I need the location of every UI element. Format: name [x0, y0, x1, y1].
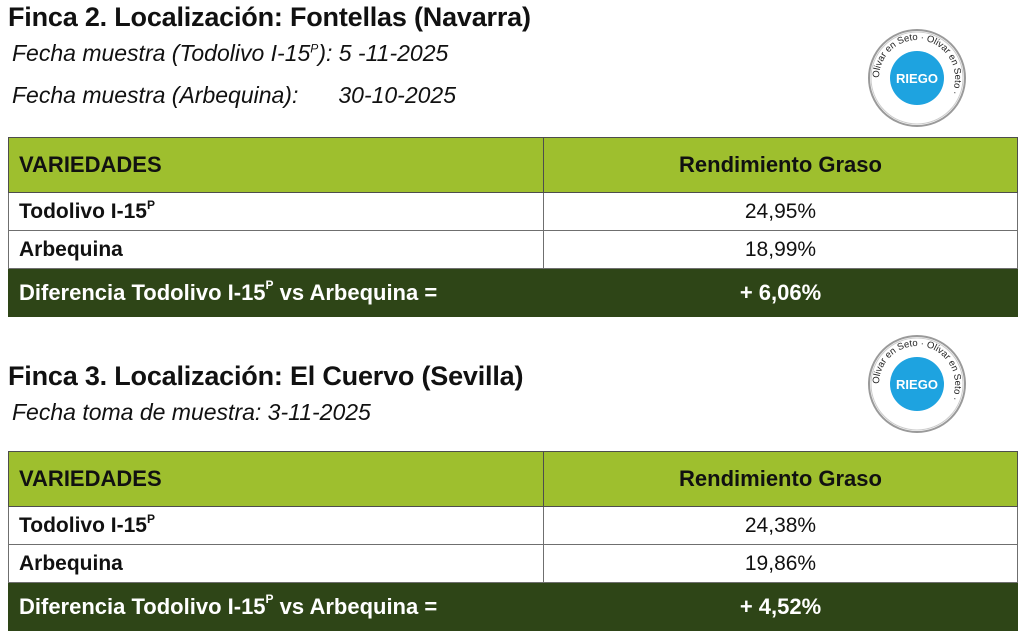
svg-text:RIEGO: RIEGO: [896, 71, 938, 86]
superscript-p: P: [310, 41, 319, 56]
variety-value: 18,99%: [543, 230, 1018, 269]
difference-value: + 4,52%: [543, 582, 1018, 631]
variety-name: Arbequina: [8, 230, 544, 269]
finca3-table: VARIEDADES Rendimiento Graso Todolivo I-…: [8, 451, 1018, 631]
finca2-title: Finca 2. Localización: Fontellas (Navarr…: [8, 2, 531, 32]
difference-value: + 6,06%: [543, 268, 1018, 317]
variety-name: Todolivo I-15P: [8, 192, 544, 231]
table-row: Todolivo I-15P 24,95%: [8, 192, 1018, 231]
finca3-title: Finca 3. Localización: El Cuervo (Sevill…: [8, 361, 524, 391]
finca3-fecha: Fecha toma de muestra: 3-11-2025: [12, 399, 371, 425]
fecha-value: ): 5 -11-2025: [318, 40, 449, 66]
table-row: Arbequina 19,86%: [8, 544, 1018, 583]
difference-label: Diferencia Todolivo I-15P vs Arbequina =: [8, 268, 544, 317]
header-variedades: VARIEDADES: [8, 137, 544, 193]
fecha-label: Fecha muestra (Todolivo I-15: [12, 40, 311, 66]
svg-text:RIEGO: RIEGO: [896, 377, 938, 392]
header-rendimiento: Rendimiento Graso: [543, 137, 1018, 193]
table-row: Todolivo I-15P 24,38%: [8, 506, 1018, 545]
variety-value: 24,95%: [543, 192, 1018, 231]
finca2-table: VARIEDADES Rendimiento Graso Todolivo I-…: [8, 137, 1018, 317]
table-row: Arbequina 18,99%: [8, 230, 1018, 269]
header-rendimiento: Rendimiento Graso: [543, 451, 1018, 507]
variety-value: 19,86%: [543, 544, 1018, 583]
difference-row: Diferencia Todolivo I-15P vs Arbequina =…: [8, 582, 1018, 631]
variety-name: Todolivo I-15P: [8, 506, 544, 545]
riego-badge-icon: Olivar en Seto · Olivar en Seto · RIEGO: [868, 29, 966, 127]
fecha-label: Fecha muestra (Arbequina):: [12, 82, 299, 108]
finca2-fecha-arbequina: Fecha muestra (Arbequina): 30-10-2025: [12, 82, 456, 109]
finca2-fecha-todolivo: Fecha muestra (Todolivo I-15P): 5 -11-20…: [12, 40, 448, 67]
table-header: VARIEDADES Rendimiento Graso: [8, 451, 1018, 507]
table-header: VARIEDADES Rendimiento Graso: [8, 137, 1018, 193]
fecha-value: 30-10-2025: [338, 82, 457, 108]
difference-row: Diferencia Todolivo I-15P vs Arbequina =…: [8, 268, 1018, 317]
variety-value: 24,38%: [543, 506, 1018, 545]
riego-badge-icon: Olivar en Seto · Olivar en Seto · RIEGO: [868, 335, 966, 433]
difference-label: Diferencia Todolivo I-15P vs Arbequina =: [8, 582, 544, 631]
header-variedades: VARIEDADES: [8, 451, 544, 507]
variety-name: Arbequina: [8, 544, 544, 583]
